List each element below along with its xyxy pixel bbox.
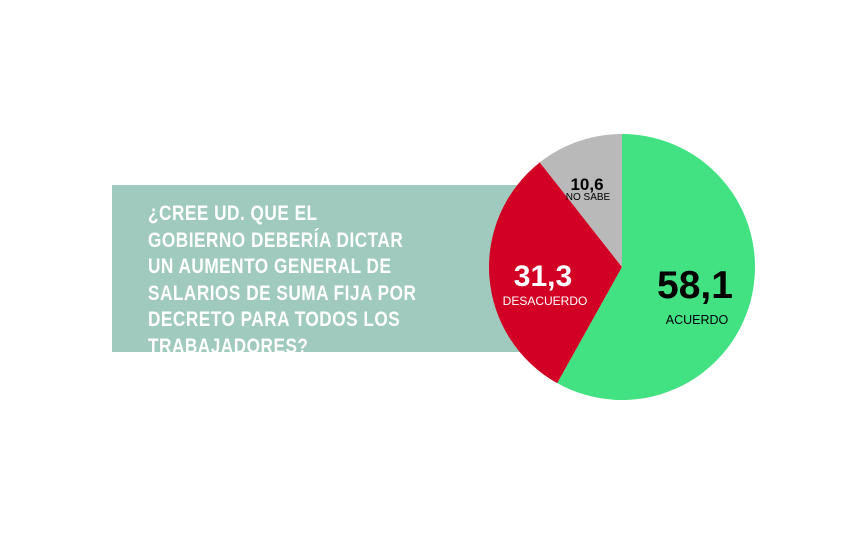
slice-value-desacuerdo: 31,3 bbox=[514, 260, 572, 293]
question-box bbox=[112, 185, 542, 352]
slice-label-no-sabe: NO SABE bbox=[566, 192, 611, 203]
pie-slice-no-sabe bbox=[539, 134, 622, 267]
slice-label-acuerdo: ACUERDO bbox=[666, 313, 729, 327]
slice-value-acuerdo: 58,1 bbox=[657, 264, 733, 307]
pie-slice-desacuerdo bbox=[488, 162, 622, 384]
question-text: ¿CREE UD. QUE EL GOBIERNO DEBERÍA DICTAR… bbox=[148, 202, 417, 358]
slice-label-desacuerdo: DESACUERDO bbox=[503, 294, 588, 308]
pie-slices bbox=[488, 134, 756, 400]
pie-slice-acuerdo bbox=[557, 134, 756, 400]
slice-value-no-sabe: 10,6 bbox=[570, 175, 603, 194]
